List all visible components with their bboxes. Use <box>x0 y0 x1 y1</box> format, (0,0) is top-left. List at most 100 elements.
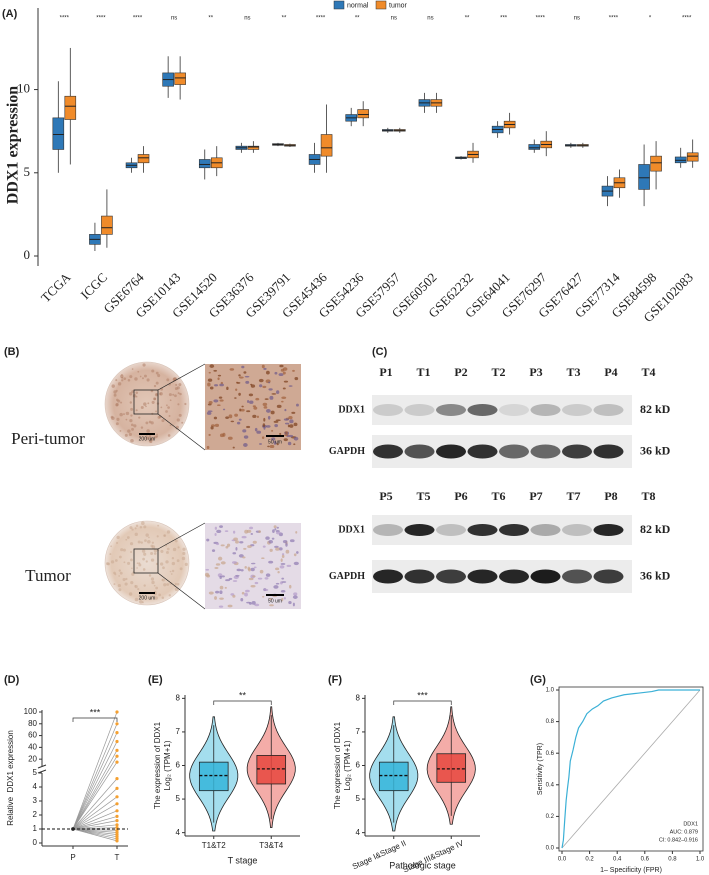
pair-line <box>72 828 118 831</box>
cell-nucleus <box>274 371 278 375</box>
tissue-texture <box>110 560 115 564</box>
cell-nucleus <box>219 399 224 402</box>
tissue-texture <box>122 577 126 582</box>
box <box>320 134 333 157</box>
cell-nucleus <box>215 563 221 566</box>
significance-label: *** <box>500 16 508 22</box>
cell-nucleus <box>250 532 254 535</box>
roc-annotation: DDX1 <box>683 821 698 827</box>
x-tick-label: 0.6 <box>641 857 650 863</box>
box <box>436 753 467 783</box>
blot-band <box>373 524 403 536</box>
cell-nucleus <box>244 589 250 593</box>
cell-nucleus <box>219 597 224 600</box>
cell-nucleus <box>279 364 284 368</box>
cell-nucleus <box>217 374 222 377</box>
cell-nucleus <box>248 393 254 397</box>
box <box>198 159 211 169</box>
cell-nucleus <box>247 399 250 403</box>
y-tick-label: 0.6 <box>546 751 555 757</box>
blot-band <box>467 524 498 536</box>
significance-label: **** <box>316 16 326 22</box>
pair-line <box>72 810 118 830</box>
blot-band <box>436 404 466 416</box>
tissue-texture <box>166 404 168 407</box>
cell-nucleus <box>292 369 295 372</box>
panel-label: (F) <box>328 674 342 686</box>
cell-nucleus <box>292 595 298 599</box>
tissue-texture <box>123 377 127 381</box>
cell-nucleus <box>286 564 292 567</box>
cell-nucleus <box>282 367 288 371</box>
point <box>115 809 119 813</box>
y-tick-label: 1 <box>33 824 38 833</box>
row-label: DDX1 <box>338 404 365 415</box>
blot-band <box>562 524 592 536</box>
cell-nucleus <box>276 404 282 408</box>
cell-nucleus <box>234 413 239 417</box>
tissue-texture <box>168 393 172 397</box>
cell-nucleus <box>261 557 265 560</box>
y-tick-label: 60 <box>28 731 37 740</box>
cell-nucleus <box>221 575 225 578</box>
tissue-texture <box>143 552 147 556</box>
tissue-texture <box>153 397 157 401</box>
tissue-texture <box>117 583 121 588</box>
cell-nucleus <box>289 539 295 543</box>
cell-nucleus <box>274 528 277 531</box>
significance-label: ns <box>391 16 397 22</box>
cell-nucleus <box>226 386 229 391</box>
cell-nucleus <box>250 562 256 565</box>
cell-nucleus <box>288 385 293 387</box>
cell-nucleus <box>273 440 277 445</box>
cell-nucleus <box>240 598 244 602</box>
cell-nucleus <box>259 569 264 574</box>
tissue-texture <box>161 596 165 599</box>
significance-label: ** <box>282 16 287 22</box>
cell-nucleus <box>245 380 250 384</box>
tissue-texture <box>167 406 170 409</box>
significance-label: ns <box>574 16 580 22</box>
tissue-texture <box>137 588 140 591</box>
roc-annotation: AUC: 0.879 <box>670 829 698 835</box>
size-label: 36 kD <box>640 568 671 582</box>
cell-nucleus <box>274 545 279 549</box>
cell-nucleus <box>280 558 283 562</box>
cell-nucleus <box>253 566 257 569</box>
tissue-texture <box>143 584 146 587</box>
tissue-texture <box>127 429 131 433</box>
tissue-texture <box>153 384 157 388</box>
tissue-texture <box>130 407 134 411</box>
tissue-texture <box>137 370 140 373</box>
scale-bar-label: 200 um <box>139 436 156 442</box>
cell-nucleus <box>228 414 233 419</box>
y-tick-label: 2 <box>33 810 38 819</box>
tissue-texture <box>129 526 133 530</box>
tissue-texture <box>134 532 138 537</box>
cell-nucleus <box>263 406 268 409</box>
lane-label: T6 <box>491 489 505 503</box>
significance-bracket <box>72 717 118 722</box>
tissue-texture <box>134 377 138 381</box>
cell-nucleus <box>278 547 283 551</box>
tissue-texture <box>121 376 124 379</box>
tissue-texture <box>119 571 123 575</box>
tissue-texture <box>107 562 111 566</box>
cell-nucleus <box>207 410 213 413</box>
tissue-texture <box>137 540 141 544</box>
cell-nucleus <box>273 525 277 529</box>
tissue-texture <box>139 375 142 378</box>
tissue-texture <box>131 390 135 393</box>
cell-nucleus <box>206 574 211 578</box>
pair-line <box>72 761 118 830</box>
blot-band <box>404 444 435 459</box>
point <box>115 802 119 806</box>
tissue-texture <box>122 548 126 552</box>
cell-nucleus <box>249 400 254 404</box>
y-axis-title: Relative DDX1 expression <box>6 730 15 826</box>
x-tick-label: P <box>70 853 75 862</box>
y-tick-label: 4 <box>356 828 361 837</box>
y-tick-label: 6 <box>356 761 361 770</box>
tissue-texture <box>149 437 154 442</box>
cell-nucleus <box>284 408 287 412</box>
